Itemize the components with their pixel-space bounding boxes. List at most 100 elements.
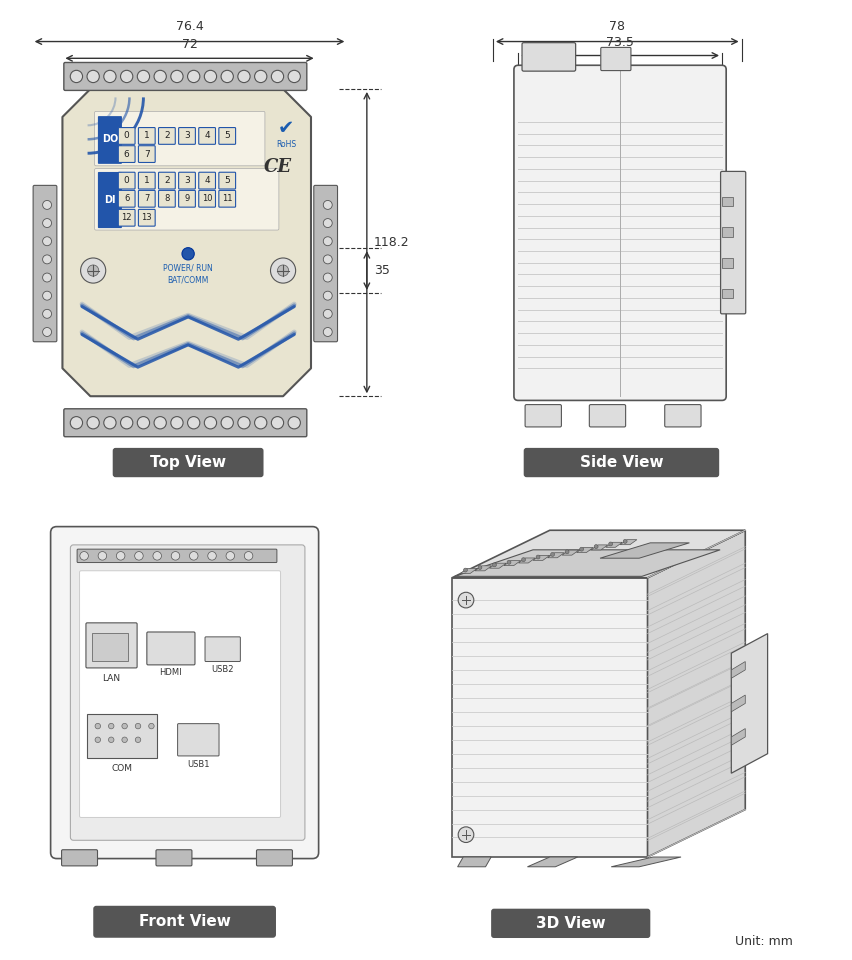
Circle shape — [108, 737, 114, 742]
Circle shape — [137, 70, 149, 83]
FancyBboxPatch shape — [314, 185, 337, 342]
FancyBboxPatch shape — [118, 128, 135, 144]
Circle shape — [135, 552, 143, 560]
Text: 9: 9 — [184, 194, 189, 204]
Circle shape — [170, 70, 183, 83]
Circle shape — [135, 737, 141, 742]
Circle shape — [170, 417, 183, 429]
Text: 118.2: 118.2 — [373, 236, 409, 249]
Text: Front View: Front View — [139, 914, 230, 929]
FancyBboxPatch shape — [95, 169, 279, 230]
FancyBboxPatch shape — [178, 128, 195, 144]
Circle shape — [238, 70, 250, 83]
FancyBboxPatch shape — [71, 545, 304, 840]
Text: HDMI: HDMI — [159, 668, 182, 677]
FancyBboxPatch shape — [93, 906, 276, 938]
Circle shape — [463, 568, 467, 572]
Circle shape — [277, 265, 288, 276]
Text: 4: 4 — [204, 176, 210, 185]
Text: BAT/COMM: BAT/COMM — [167, 276, 209, 285]
Circle shape — [135, 723, 141, 729]
Circle shape — [594, 544, 597, 548]
Circle shape — [70, 70, 83, 83]
FancyBboxPatch shape — [64, 409, 307, 437]
FancyBboxPatch shape — [64, 62, 307, 90]
FancyBboxPatch shape — [721, 228, 733, 237]
Text: 78: 78 — [608, 20, 625, 34]
Text: 76.4: 76.4 — [176, 20, 203, 34]
Circle shape — [565, 550, 568, 554]
Circle shape — [137, 417, 149, 429]
Polygon shape — [527, 857, 577, 867]
Polygon shape — [489, 564, 505, 568]
Circle shape — [98, 552, 106, 560]
FancyBboxPatch shape — [77, 549, 277, 563]
Polygon shape — [452, 578, 647, 857]
Text: USB1: USB1 — [187, 759, 210, 769]
FancyBboxPatch shape — [158, 190, 175, 207]
Polygon shape — [605, 542, 622, 547]
Circle shape — [477, 565, 481, 569]
Circle shape — [87, 417, 99, 429]
Text: 72: 72 — [181, 38, 197, 51]
Text: 5: 5 — [224, 176, 230, 185]
FancyBboxPatch shape — [521, 42, 575, 71]
Text: USB2: USB2 — [211, 665, 233, 674]
Circle shape — [104, 70, 116, 83]
FancyBboxPatch shape — [156, 850, 192, 866]
FancyBboxPatch shape — [721, 258, 733, 268]
Polygon shape — [730, 634, 767, 773]
Polygon shape — [619, 540, 636, 544]
Text: Unit: mm: Unit: mm — [734, 934, 792, 948]
Text: Side View: Side View — [579, 455, 663, 469]
Text: 35: 35 — [373, 264, 389, 277]
FancyBboxPatch shape — [721, 197, 733, 206]
Polygon shape — [452, 530, 745, 578]
FancyBboxPatch shape — [199, 190, 216, 207]
Text: 3: 3 — [184, 176, 190, 185]
Circle shape — [221, 417, 233, 429]
Polygon shape — [62, 89, 311, 396]
Circle shape — [154, 70, 166, 83]
FancyBboxPatch shape — [138, 146, 155, 162]
Text: 11: 11 — [222, 194, 233, 204]
Text: LAN: LAN — [102, 674, 120, 684]
Circle shape — [254, 417, 267, 429]
Circle shape — [120, 417, 133, 429]
FancyBboxPatch shape — [138, 209, 155, 227]
FancyBboxPatch shape — [204, 636, 240, 661]
Circle shape — [323, 219, 331, 228]
Circle shape — [181, 248, 194, 260]
Circle shape — [95, 737, 101, 742]
FancyBboxPatch shape — [721, 289, 733, 299]
Circle shape — [550, 552, 554, 557]
Circle shape — [221, 70, 233, 83]
Circle shape — [458, 592, 473, 608]
FancyBboxPatch shape — [138, 190, 155, 207]
Text: 3D View: 3D View — [535, 916, 605, 930]
Polygon shape — [547, 553, 564, 558]
Circle shape — [43, 219, 51, 228]
Circle shape — [244, 552, 252, 560]
FancyBboxPatch shape — [256, 850, 292, 866]
Circle shape — [208, 552, 216, 560]
Text: 5: 5 — [224, 132, 230, 140]
Circle shape — [323, 255, 331, 264]
Circle shape — [189, 552, 198, 560]
Text: ✔: ✔ — [278, 119, 294, 137]
Circle shape — [187, 70, 199, 83]
Polygon shape — [532, 555, 550, 561]
FancyBboxPatch shape — [589, 404, 625, 427]
Polygon shape — [730, 695, 745, 711]
FancyBboxPatch shape — [219, 128, 235, 144]
Polygon shape — [561, 550, 579, 555]
FancyBboxPatch shape — [112, 448, 263, 477]
Text: 0: 0 — [124, 176, 130, 185]
Text: DO: DO — [101, 134, 118, 144]
Circle shape — [204, 417, 216, 429]
Text: 10: 10 — [202, 194, 212, 204]
Circle shape — [43, 291, 51, 300]
Circle shape — [579, 547, 583, 551]
FancyBboxPatch shape — [147, 632, 195, 665]
FancyBboxPatch shape — [98, 116, 122, 164]
